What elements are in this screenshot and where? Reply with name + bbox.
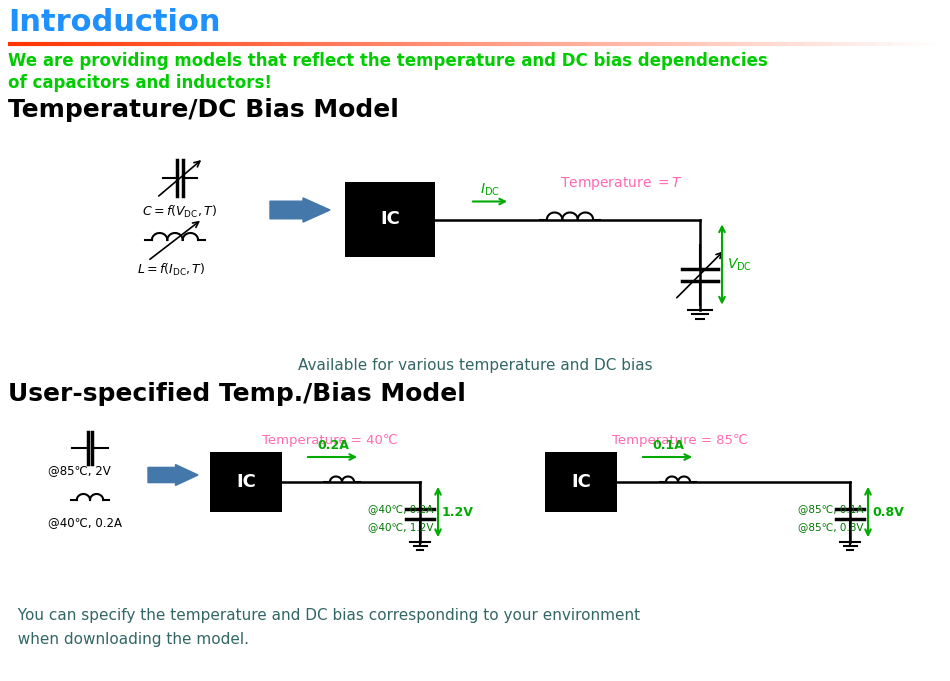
Bar: [545, 452, 617, 512]
Text: $I_{\rm DC}$: $I_{\rm DC}$: [480, 181, 500, 197]
Text: @85℃, 0.8V: @85℃, 0.8V: [798, 522, 864, 532]
Text: 0.1A: 0.1A: [652, 439, 684, 452]
Text: You can specify the temperature and DC bias corresponding to your environment: You can specify the temperature and DC b…: [8, 608, 640, 623]
Text: when downloading the model.: when downloading the model.: [8, 632, 249, 647]
Text: 1.2V: 1.2V: [442, 505, 474, 518]
Text: of capacitors and inductors!: of capacitors and inductors!: [8, 74, 272, 92]
Text: $L = f(I_{\rm DC},T)$: $L = f(I_{\rm DC},T)$: [137, 262, 205, 278]
Text: IC: IC: [380, 210, 400, 229]
Text: Introduction: Introduction: [8, 8, 220, 37]
Polygon shape: [148, 464, 198, 486]
Text: @40℃, 0.2A: @40℃, 0.2A: [48, 516, 122, 529]
Text: 0.2A: 0.2A: [317, 439, 349, 452]
Text: Temperature = 40℃: Temperature = 40℃: [262, 434, 398, 447]
Text: User-specified Temp./Bias Model: User-specified Temp./Bias Model: [8, 382, 466, 406]
Text: $V_{\rm DC}$: $V_{\rm DC}$: [727, 256, 752, 272]
Text: IC: IC: [571, 473, 591, 491]
Text: Temperature/DC Bias Model: Temperature/DC Bias Model: [8, 98, 399, 122]
Text: $C = f(V_{\rm DC},T)$: $C = f(V_{\rm DC},T)$: [142, 204, 217, 220]
Text: @85℃, 2V: @85℃, 2V: [48, 464, 111, 477]
Text: We are providing models that reflect the temperature and DC bias dependencies: We are providing models that reflect the…: [8, 52, 768, 70]
Text: Available for various temperature and DC bias: Available for various temperature and DC…: [297, 358, 653, 373]
Text: Temperature = 85℃: Temperature = 85℃: [612, 434, 748, 447]
Bar: [210, 452, 282, 512]
Text: @40℃, 1.2V: @40℃, 1.2V: [368, 522, 433, 532]
Text: Temperature $= T$: Temperature $= T$: [560, 174, 683, 191]
Text: @85℃, 0.1A: @85℃, 0.1A: [798, 504, 864, 514]
Polygon shape: [270, 198, 330, 222]
Text: 0.8V: 0.8V: [872, 505, 903, 518]
Bar: [345, 182, 435, 257]
Text: IC: IC: [236, 473, 256, 491]
Text: @40℃, 0.2A: @40℃, 0.2A: [368, 504, 433, 514]
